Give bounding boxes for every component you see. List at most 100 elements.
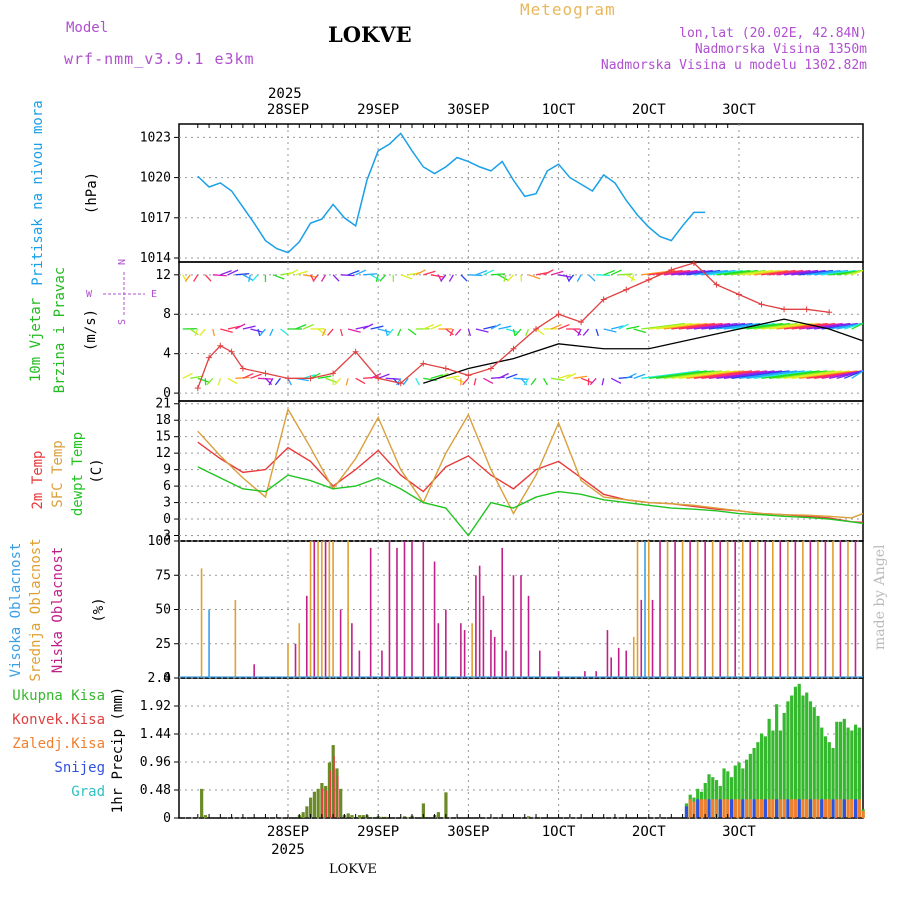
precip-bar-73 xyxy=(846,727,850,818)
wind-barb-0-72 xyxy=(462,377,469,386)
precip-bar-71 xyxy=(838,721,843,818)
precip-conv-11 xyxy=(333,756,335,818)
wind-barb-2-116 xyxy=(630,274,635,282)
precip-bar-66 xyxy=(820,727,824,818)
wind-barb-1-62 xyxy=(430,323,442,330)
wind-barb-1-0 xyxy=(194,328,199,337)
precip-bar-36 xyxy=(707,774,711,818)
precip-snow-64 xyxy=(812,799,816,818)
wind-barb-0-132 xyxy=(693,370,753,379)
wind-barb-0-62 xyxy=(430,374,444,379)
wind-barb-0-156 xyxy=(783,370,843,379)
precip-bar-70 xyxy=(835,721,839,818)
wind-barb-2-96 xyxy=(558,274,572,278)
ytick-label-5-2: 0.96 xyxy=(140,755,171,770)
wind-barb-0-16 xyxy=(257,377,272,380)
wind-barb-0-136 xyxy=(708,370,768,379)
wind-barb-2-72 xyxy=(468,274,483,277)
wind-barb-0-152 xyxy=(768,370,828,379)
ytick-label-3-7: 18 xyxy=(155,413,171,428)
wind-barb-2-74 xyxy=(475,269,488,276)
wind-barb-2-132 xyxy=(693,269,728,276)
wind-speed-mark-7 xyxy=(307,375,314,382)
wind-barb-1-32 xyxy=(317,328,327,336)
wind-barb-1-28 xyxy=(302,323,314,330)
ytick-label-5-3: 1.44 xyxy=(140,727,171,742)
ytick-label-2-0: 0 xyxy=(163,386,171,401)
wind-barb-1-86 xyxy=(514,328,522,336)
wind-barb-0-134 xyxy=(701,370,760,379)
ytick-label-3-4: 9 xyxy=(163,463,171,478)
precip-snow-54 xyxy=(775,799,779,818)
wind-barb-2-12 xyxy=(242,274,253,281)
precip-snow-35 xyxy=(703,799,707,818)
precip-snow-75 xyxy=(853,799,858,818)
wind-barb-2-102 xyxy=(576,274,582,282)
precip-unit: 1hr Precip (mm) xyxy=(110,687,126,813)
pressure-title: Pritisak na nivou mora xyxy=(30,100,46,285)
ytick-label-4-1: 25 xyxy=(155,637,171,652)
wind-speed-mark-13 xyxy=(442,365,449,372)
wind-speed-mark-22 xyxy=(645,276,652,283)
wind-barb-1-160 xyxy=(799,322,843,330)
wind-speed-mark-15 xyxy=(487,365,494,372)
wind-barb-0-88 xyxy=(523,377,530,386)
precip-bar-58 xyxy=(790,695,794,818)
precip-snow-59 xyxy=(793,799,798,818)
wind-barb-1-56 xyxy=(407,328,417,336)
wind-barb-0-8 xyxy=(227,377,238,385)
precip-bar-21 xyxy=(380,816,384,818)
wind-barb-2-68 xyxy=(448,274,454,282)
wind-barb-0-0 xyxy=(197,377,210,383)
wind-speed-mark-4 xyxy=(239,365,246,372)
wind-barb-1-128 xyxy=(678,322,723,330)
ytick-label-3-6: 15 xyxy=(155,430,171,445)
wind-speed-mark-29 xyxy=(803,306,810,313)
wind-barb-0-126 xyxy=(671,370,730,379)
panel-frame-1 xyxy=(178,123,864,263)
wind-barb-1-114 xyxy=(626,325,640,330)
wind-barb-0-112 xyxy=(618,376,633,379)
precip-snow-77 xyxy=(861,811,865,818)
wind-barb-0-106 xyxy=(589,377,597,386)
precip-bar-16 xyxy=(350,815,354,818)
wind-barb-2-80 xyxy=(498,274,508,281)
wind-barb-1-60 xyxy=(423,323,435,330)
precip-bar-1 xyxy=(203,815,208,818)
date-top-0: 28SEP xyxy=(267,102,309,118)
wind-barb-0-160 xyxy=(799,370,858,379)
wind-speed-mark-0 xyxy=(194,385,201,392)
wind-barb-2-158 xyxy=(791,269,826,276)
precip-bar-3 xyxy=(301,812,305,818)
precip-snow-39 xyxy=(718,799,722,818)
precip-bar-68 xyxy=(827,742,831,818)
wind-barb-1-96 xyxy=(558,323,570,330)
wind-barb-1-110 xyxy=(611,325,624,330)
precip-bar-42 xyxy=(729,777,734,818)
wind-barb-1-34 xyxy=(321,328,327,337)
precip-snow-42 xyxy=(729,799,734,818)
temp-dewpt-line xyxy=(197,466,864,537)
wind-barb-0-56 xyxy=(402,377,409,386)
wind-barb-2-78 xyxy=(490,273,505,276)
precip-bar-18 xyxy=(361,815,365,818)
wind-barb-1-134 xyxy=(701,322,746,330)
wind-barb-1-14 xyxy=(250,328,264,333)
precip-snow-46 xyxy=(744,799,749,818)
wind-barb-1-150 xyxy=(761,322,806,330)
ytick-label-5-0: 0 xyxy=(163,811,171,826)
wind-barb-0-154 xyxy=(776,370,835,379)
year-top: 2025 xyxy=(268,86,302,102)
altitude-label: Nadmorska Visina 1350m xyxy=(694,42,867,57)
precip-snow-57 xyxy=(786,799,790,818)
precip-bar-60 xyxy=(797,683,801,818)
wind-barb-1-16 xyxy=(257,328,261,337)
wind-barb-1-158 xyxy=(791,322,836,330)
lonlat-label: lon,lat (20.02E, 42.84N) xyxy=(679,26,867,41)
wind-barb-1-104 xyxy=(582,328,590,336)
precip-bar-65 xyxy=(816,715,820,818)
wind-barb-2-44 xyxy=(363,273,378,276)
precip-snow-36 xyxy=(707,799,711,818)
ytick-label-1-0: 1014 xyxy=(140,251,171,266)
